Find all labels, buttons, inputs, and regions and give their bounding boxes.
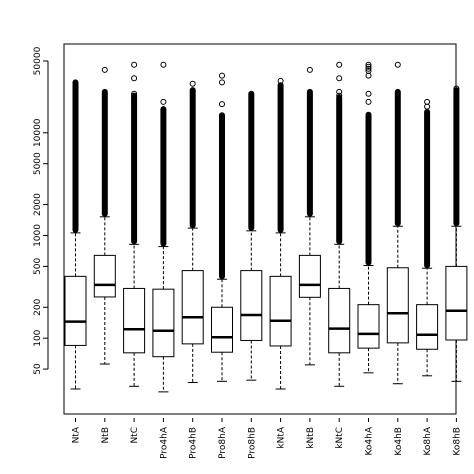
outlier-point — [131, 90, 138, 97]
y-tick-label: 10000 — [33, 118, 43, 147]
outlier-point — [365, 72, 372, 79]
box-rect — [445, 265, 468, 341]
outlier-point — [160, 61, 167, 68]
y-tick-label: 500 — [33, 258, 43, 275]
box-Ko8hA — [416, 98, 439, 377]
y-tick-label: 2000 — [33, 193, 43, 216]
box-rect — [386, 267, 409, 344]
outlier-point — [160, 98, 167, 105]
outlier-point — [336, 61, 343, 68]
outlier-point — [424, 103, 431, 110]
outlier-point — [336, 75, 343, 82]
x-tick-label: NtB — [101, 427, 111, 443]
box-Pro8hB — [240, 90, 263, 381]
y-tick-label: 50 — [33, 363, 43, 375]
x-tick-label: Ko8hA — [423, 426, 433, 455]
x-tick-label: Pro4hA — [159, 426, 169, 459]
box-rect — [357, 304, 380, 349]
x-tick-label: kNtA — [277, 426, 287, 448]
box-kNtC — [328, 61, 351, 387]
box-kNtA — [269, 77, 292, 390]
x-tick-label: Ko4hB — [394, 427, 404, 456]
outlier-point — [365, 90, 372, 97]
outlier-point — [365, 63, 372, 70]
box-rect — [211, 306, 233, 353]
outlier-point — [365, 98, 372, 105]
box-kNtB — [298, 66, 321, 366]
outlier-point — [336, 92, 343, 99]
box-Pro8hA — [211, 72, 233, 382]
outlier-point — [453, 85, 460, 92]
outlier-point — [336, 88, 343, 95]
outlier-point — [131, 61, 138, 68]
box-rect — [240, 270, 263, 341]
outlier-point — [189, 80, 196, 87]
outlier-point — [131, 94, 138, 101]
x-tick-label: kNtC — [335, 427, 345, 449]
outlier-point — [219, 79, 225, 86]
y-tick-label: 200 — [33, 298, 43, 315]
box-rect — [416, 304, 439, 350]
outlier-point — [306, 66, 313, 73]
y-tick-label: 5000 — [33, 152, 43, 175]
box-NtB — [93, 66, 116, 365]
x-tick-label: Ko4hA — [365, 426, 375, 455]
box-rect — [93, 254, 116, 298]
box-rect — [269, 275, 292, 347]
outlier-point — [394, 61, 401, 68]
box-Ko8hB — [445, 85, 468, 382]
outlier-point — [219, 112, 225, 119]
x-axis-labels: NtA NtB NtC Pro4hA Pro4hB Pro8hA Pro8hB kNtA kNt… — [72, 418, 462, 459]
box-Ko4hB — [386, 61, 409, 385]
boxes — [64, 61, 468, 393]
box-NtA — [64, 79, 87, 390]
box-rect — [181, 270, 204, 345]
box-rect — [328, 287, 351, 354]
outlier-point — [277, 77, 284, 84]
outlier-point — [219, 72, 225, 79]
box-rect — [152, 288, 175, 358]
y-tick-label: 1000 — [33, 224, 43, 247]
box-Ko4hA — [357, 61, 380, 374]
x-tick-label: Pro4hB — [189, 427, 199, 459]
box-Pro4hB — [181, 80, 204, 384]
x-tick-label: NtA — [72, 426, 82, 443]
x-tick-label: Pro8hA — [218, 426, 228, 459]
x-tick-label: Pro8hB — [247, 427, 257, 459]
box-rect — [64, 275, 87, 346]
outlier-point — [101, 66, 108, 73]
outlier-point — [131, 75, 138, 82]
y-tick-label: 50000 — [33, 46, 43, 75]
box-rect — [123, 287, 146, 354]
x-tick-label: NtC — [130, 427, 140, 444]
box-NtC — [123, 61, 146, 387]
x-tick-label: kNtB — [306, 427, 316, 449]
box-rect — [298, 254, 321, 298]
outlier-point — [365, 61, 372, 68]
outlier-point — [365, 65, 372, 72]
y-axis: 50 100 200 500 1000 2000 5000 10000 50000 — [33, 46, 49, 375]
box-Pro4hA — [152, 61, 175, 393]
y-tick-label: 100 — [33, 329, 43, 346]
outlier-point — [219, 101, 225, 108]
x-tick-label: Ko8hB — [452, 427, 462, 456]
